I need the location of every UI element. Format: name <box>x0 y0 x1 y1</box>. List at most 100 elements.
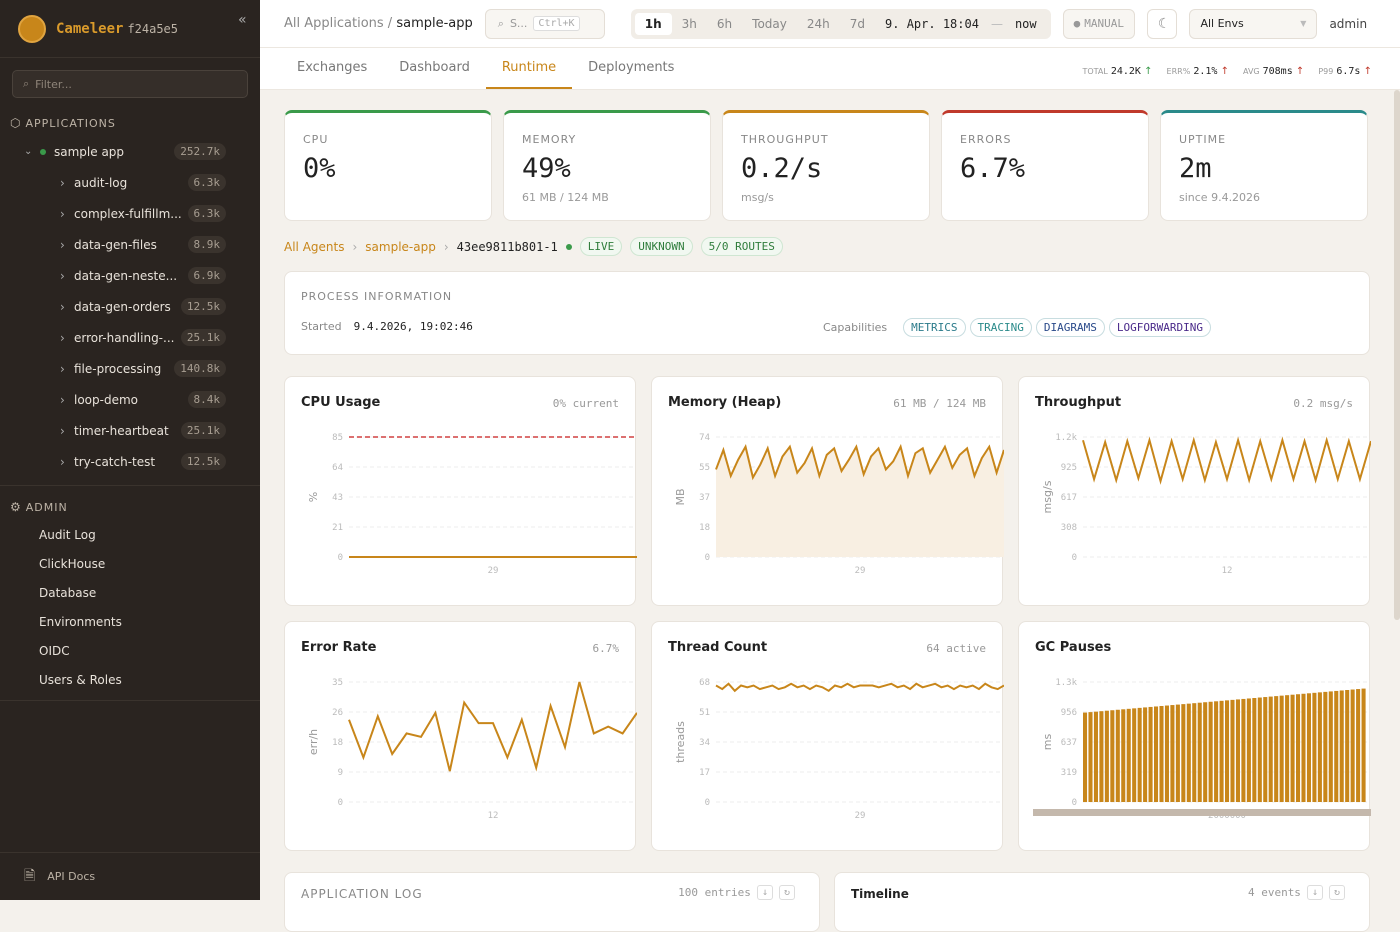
bar <box>1121 709 1126 802</box>
theme-toggle-button[interactable]: ☾ <box>1147 8 1178 39</box>
range-option[interactable]: 3h <box>681 16 697 31</box>
refresh-icon[interactable]: ↻ <box>1328 885 1345 900</box>
route-name: try-catch-test <box>74 454 156 469</box>
range-option[interactable]: 24h <box>806 16 830 31</box>
kpi: ERR% 2.1% ↑ <box>1167 66 1229 77</box>
refresh-icon[interactable]: ↻ <box>778 885 795 900</box>
search-icon: ⌕ <box>23 77 30 90</box>
bar <box>1361 688 1366 802</box>
admin-item[interactable]: OIDC <box>39 643 70 658</box>
x-tick-label: 29 <box>855 566 866 576</box>
chart-title: Memory (Heap) <box>668 395 782 410</box>
route-item[interactable]: › file-processing 140.8k <box>0 353 260 384</box>
admin-item[interactable]: ClickHouse <box>39 556 106 571</box>
route-item[interactable]: › timer-heartbeat 25.1k <box>0 415 260 446</box>
chevron-right-icon: › <box>60 330 65 345</box>
y-tick-label: 43 <box>332 493 343 503</box>
admin-item[interactable]: Database <box>39 585 97 600</box>
bar <box>1263 697 1268 802</box>
chart-card: CPU Usage 0% current 0 21 43 64 85% 29 <box>284 376 637 606</box>
filter-input[interactable]: ⌕ Filter... <box>12 70 248 98</box>
status-dot <box>40 148 46 155</box>
download-icon[interactable]: ↓ <box>756 885 773 900</box>
bar <box>1088 712 1093 802</box>
route-item[interactable]: › audit-log 6.3k <box>0 167 260 198</box>
series-line <box>715 443 1004 481</box>
crumb-all-applications[interactable]: All Applications <box>284 16 384 31</box>
user-menu[interactable]: admin <box>1329 16 1368 31</box>
y-tick-label: 18 <box>332 738 343 748</box>
env-select[interactable]: All Envs ▼ <box>1189 8 1318 39</box>
admin-item[interactable]: Environments <box>39 614 122 629</box>
y-tick-label: 55 <box>699 463 710 473</box>
route-item[interactable]: › error-handling-... 25.1k <box>0 322 260 353</box>
y-tick-label: 26 <box>332 708 343 718</box>
range-to[interactable]: now <box>1014 16 1037 31</box>
route-name: complex-fulfillm... <box>74 206 182 221</box>
bar <box>1312 692 1317 802</box>
card-title: Timeline <box>851 887 909 901</box>
chevron-right-icon: › <box>60 237 65 252</box>
x-tick-label: 12 <box>1222 566 1233 576</box>
kpi: TOTAL 24.2K ↑ <box>1082 66 1152 77</box>
admin-item[interactable]: Users & Roles <box>39 672 122 687</box>
range-option[interactable]: Today <box>752 16 787 31</box>
count-badge: 140.8k <box>174 360 226 377</box>
card-title: APPLICATION LOG <box>301 887 423 901</box>
chevron-right-icon: › <box>60 299 65 314</box>
kpi: AVG 708ms ↑ <box>1243 66 1304 77</box>
chart-title: Throughput <box>1035 395 1122 410</box>
chart-svg: 0 9 18 26 35 err/h 12 <box>307 678 637 821</box>
route-item[interactable]: › data-gen-orders 12.5k <box>0 291 260 322</box>
stat-sub: msg/s <box>741 191 774 204</box>
admin-item[interactable]: Audit Log <box>39 527 96 542</box>
y-tick-label: 9 <box>338 768 343 778</box>
live-badge: LIVE <box>579 237 623 256</box>
routes-badge: 5/0 ROUTES <box>700 237 783 256</box>
bar <box>1246 698 1251 802</box>
manual-refresh-button[interactable]: ● MANUAL <box>1062 8 1136 39</box>
crumb-all-agents[interactable]: All Agents <box>284 239 345 254</box>
tab-runtime[interactable]: Runtime <box>485 60 573 89</box>
tab-dashboard[interactable]: Dashboard <box>399 60 470 75</box>
series-line <box>348 681 637 772</box>
crumb-app[interactable]: sample-app <box>365 239 436 254</box>
search-button[interactable]: ⌕ S... Ctrl+K <box>484 8 605 39</box>
range-option[interactable]: 7d <box>849 16 866 31</box>
range-option[interactable]: 1h <box>634 12 672 35</box>
app-item[interactable]: ⌄ sample app 252.7k <box>0 136 260 167</box>
route-item[interactable]: › complex-fulfillm... 6.3k <box>0 198 260 229</box>
shortcut-hint: Ctrl+K <box>533 16 580 31</box>
tab-deployments[interactable]: Deployments <box>588 60 675 75</box>
route-item[interactable]: › try-catch-test 12.5k <box>0 446 260 477</box>
collapse-sidebar-icon[interactable]: « <box>238 12 247 28</box>
chevron-right-icon: › <box>60 206 65 221</box>
scrollbar[interactable] <box>1394 90 1400 620</box>
chart-card: Thread Count 64 active 0 17 34 51 68 threads 29 <box>651 621 1004 851</box>
chevron-down-icon: ⌄ <box>24 146 33 157</box>
chart-title: Thread Count <box>668 640 768 655</box>
range-option[interactable]: 6h <box>716 16 733 31</box>
tab-exchanges[interactable]: Exchanges <box>297 60 368 75</box>
stat-card: MEMORY 49% 61 MB / 124 MB <box>503 110 711 221</box>
route-item[interactable]: › loop-demo 8.4k <box>0 384 260 415</box>
kpi-label: ERR% <box>1166 67 1191 76</box>
y-tick-label: 0 <box>705 553 710 563</box>
stat-value: 0% <box>303 153 336 184</box>
y-axis-label: msg/s <box>1041 480 1054 513</box>
chart-card: Throughput 0.2 msg/s 0 308 617 925 1.2k msg/s 12 <box>1018 376 1371 606</box>
download-icon[interactable]: ↓ <box>1306 885 1323 900</box>
y-tick-label: 51 <box>699 708 710 718</box>
route-item[interactable]: › data-gen-neste... 6.9k <box>0 260 260 291</box>
section-label: APPLICATIONS <box>25 116 116 130</box>
route-item[interactable]: › data-gen-files 8.9k <box>0 229 260 260</box>
range-from[interactable]: 9. Apr. 18:04 <box>885 16 979 31</box>
started-value: 9.4.2026, 19:02:46 <box>353 320 473 333</box>
logo[interactable]: Cameleer f24a5e5 <box>0 0 260 58</box>
manual-label: MANUAL <box>1084 17 1125 30</box>
x-tick-label: 29 <box>488 566 499 576</box>
api-docs-label: API Docs <box>47 870 96 883</box>
api-docs-link[interactable]: 🗎 API Docs <box>0 852 260 900</box>
kpi-value: 708ms <box>1262 66 1293 77</box>
chart-svg: 0 308 617 925 1.2k msg/s 12 <box>1041 433 1371 576</box>
